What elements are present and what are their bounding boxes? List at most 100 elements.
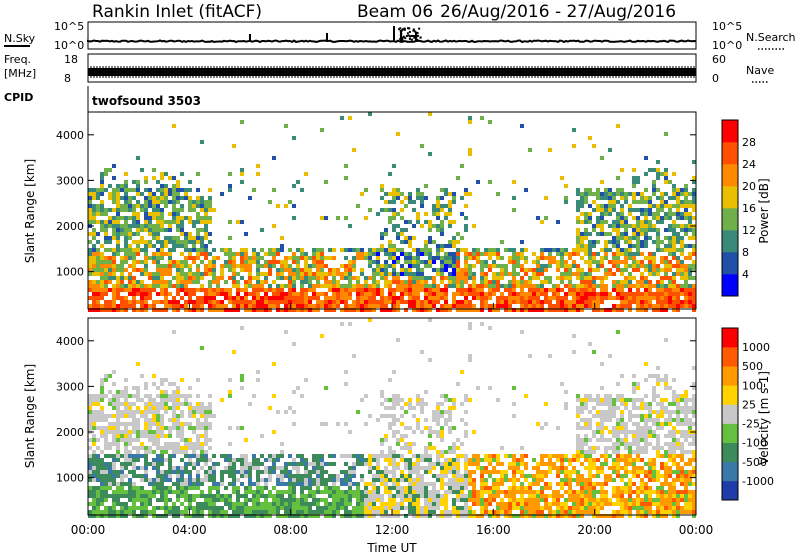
power-cell [120, 288, 124, 292]
velocity-cell [256, 482, 260, 486]
power-cell [660, 284, 664, 288]
velocity-cell [296, 474, 300, 478]
power-cell [200, 240, 204, 244]
velocity-cell [236, 502, 240, 506]
power-cell [624, 280, 628, 284]
power-cell [512, 208, 516, 212]
velocity-cell [176, 398, 180, 402]
velocity-cell [160, 490, 164, 494]
power-cell [144, 264, 148, 268]
power-cell [364, 300, 368, 304]
velocity-cell [172, 390, 176, 394]
power-cell [540, 292, 544, 296]
velocity-cell [304, 466, 308, 470]
velocity-cell [444, 514, 448, 518]
power-cell [144, 288, 148, 292]
velocity-cell [188, 454, 192, 458]
velocity-cell [208, 422, 212, 426]
velocity-cell [188, 442, 192, 446]
velocity-cell [280, 454, 284, 458]
power-cell [520, 296, 524, 300]
velocity-cell [436, 402, 440, 406]
velocity-cell [304, 482, 308, 486]
power-cell [584, 292, 588, 296]
velocity-cell [176, 418, 180, 422]
power-cell [144, 200, 148, 204]
power-cell [332, 304, 336, 308]
power-cell [480, 268, 484, 272]
power-cell [92, 220, 96, 224]
power-cell [148, 228, 152, 232]
velocity-cell [292, 458, 296, 462]
power-cell [548, 280, 552, 284]
power-cell [668, 300, 672, 304]
power-cell [476, 260, 480, 264]
power-cell [284, 308, 288, 312]
velocity-cell [160, 426, 164, 430]
velocity-cell [204, 422, 208, 426]
power-cell [292, 216, 296, 220]
power-cell [228, 264, 232, 268]
power-cell [96, 220, 100, 224]
velocity-cell [400, 474, 404, 478]
velocity-cell [312, 458, 316, 462]
velocity-cell [480, 466, 484, 470]
velocity-cell [452, 446, 456, 450]
velocity-cell [240, 426, 244, 430]
velocity-cell [500, 446, 504, 450]
power-cell [156, 268, 160, 272]
velocity-cell [232, 466, 236, 470]
power-cell [564, 196, 568, 200]
power-cell [620, 236, 624, 240]
power-cell [168, 212, 172, 216]
power-cell [164, 284, 168, 288]
velocity-cell [164, 502, 168, 506]
power-cell [320, 128, 324, 132]
velocity-cell [148, 478, 152, 482]
velocity-cell [152, 406, 156, 410]
velocity-cell [384, 490, 388, 494]
velocity-cell [288, 406, 292, 410]
nsearch-dot [400, 32, 403, 35]
power-cell [108, 224, 112, 228]
power-cell [584, 272, 588, 276]
power-cell [128, 204, 132, 208]
velocity-cell [424, 498, 428, 502]
power-cell [564, 296, 568, 300]
velocity-cell [136, 422, 140, 426]
power-cell [336, 272, 340, 276]
power-cell [372, 268, 376, 272]
power-cell [256, 300, 260, 304]
power-cell [676, 208, 680, 212]
power-cell [636, 308, 640, 312]
velocity-cell [184, 498, 188, 502]
power-cell [692, 160, 696, 164]
power-cell [668, 212, 672, 216]
power-cell [320, 304, 324, 308]
power-cell [156, 224, 160, 228]
power-cell [440, 256, 444, 260]
velocity-cell [392, 474, 396, 478]
power-cell [512, 308, 516, 312]
velocity-cell [124, 466, 128, 470]
power-cell [668, 248, 672, 252]
power-cell [608, 212, 612, 216]
power-cell [128, 188, 132, 192]
power-cell [296, 276, 300, 280]
power-cell [444, 288, 448, 292]
velocity-cell [448, 430, 452, 434]
power-cell [140, 236, 144, 240]
nsearch-dot [408, 27, 411, 30]
power-cell [604, 240, 608, 244]
power-cell [232, 296, 236, 300]
power-cell [664, 168, 668, 172]
velocity-cell [148, 482, 152, 486]
power-cell [216, 300, 220, 304]
velocity-cell [268, 510, 272, 514]
power-cell [188, 252, 192, 256]
velocity-cell [300, 486, 304, 490]
velocity-cell [228, 498, 232, 502]
freq-band [88, 68, 696, 76]
power-cell [140, 204, 144, 208]
power-cell [580, 192, 584, 196]
